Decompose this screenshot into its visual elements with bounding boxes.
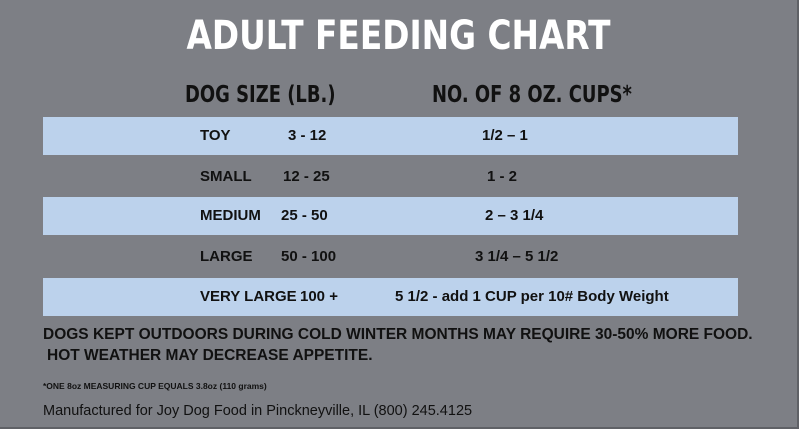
table-row-medium: MEDIUM 25 - 50 2 – 3 1/4: [43, 197, 738, 235]
cups-cell: 3 1/4 – 5 1/2: [475, 248, 559, 265]
cups-header: NO. OF 8 OZ. CUPS*: [432, 82, 632, 108]
size-cell: VERY LARGE: [200, 288, 297, 305]
cup-footnote: *ONE 8oz MEASURING CUP EQUALS 3.8oz (110…: [43, 381, 267, 391]
cups-cell: 2 – 3 1/4: [485, 207, 544, 224]
weight-cell: 100 +: [300, 288, 338, 305]
size-cell: LARGE: [200, 248, 253, 265]
hot-weather-note: HOT WEATHER MAY DECREASE APPETITE.: [47, 347, 373, 364]
chart-title: ADULT FEEDING CHART: [186, 13, 611, 59]
cups-cell: 1 - 2: [487, 168, 518, 185]
weight-cell: 50 - 100: [281, 248, 337, 265]
weight-cell: 12 - 25: [283, 168, 330, 185]
table-row-small: SMALL 12 - 25 1 - 2: [43, 158, 738, 196]
dog-size-header: DOG SIZE (LB.): [185, 82, 336, 108]
cold-weather-note: DOGS KEPT OUTDOORS DURING COLD WINTER MO…: [43, 326, 753, 343]
cups-cell: 1/2 – 1: [482, 127, 528, 144]
size-cell: MEDIUM: [200, 207, 261, 224]
size-cell: SMALL: [200, 168, 252, 185]
size-cell: TOY: [200, 127, 231, 144]
manufacturer-line: Manufactured for Joy Dog Food in Pinckne…: [43, 403, 473, 419]
table-row-large: LARGE 50 - 100 3 1/4 – 5 1/2: [43, 238, 738, 276]
weight-cell: 3 - 12: [288, 127, 327, 144]
weight-cell: 25 - 50: [281, 207, 328, 224]
table-row-toy: TOY 3 - 12 1/2 – 1: [43, 117, 738, 155]
table-row-very-large: VERY LARGE 100 + 5 1/2 - add 1 CUP per 1…: [43, 278, 738, 316]
cups-cell: 5 1/2 - add 1 CUP per 10# Body Weight: [395, 288, 669, 305]
